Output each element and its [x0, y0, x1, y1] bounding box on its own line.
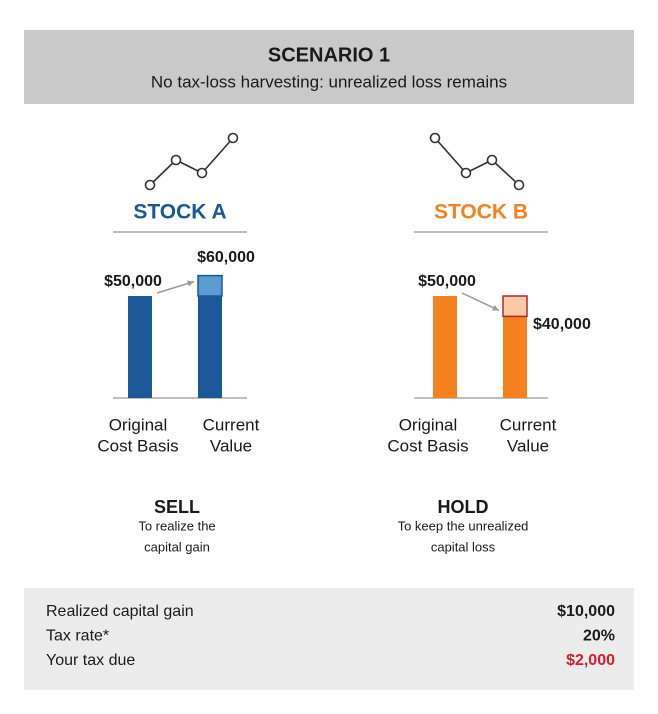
- summary-value: 20%: [583, 628, 615, 645]
- bar-label: Value: [507, 436, 549, 455]
- bar-label: Value: [210, 436, 252, 455]
- bar: [128, 296, 152, 398]
- summary-label: Tax rate*: [46, 628, 109, 645]
- arrow-head: [187, 280, 194, 287]
- stock-name: STOCK A: [133, 201, 226, 224]
- summary-value: $2,000: [566, 652, 615, 669]
- action: SELL: [154, 497, 200, 517]
- summary-value: $10,000: [557, 603, 615, 620]
- header-box: [24, 30, 634, 104]
- bar-label: Cost Basis: [387, 436, 468, 455]
- difference-box: [197, 274, 223, 297]
- bar-label: Original: [109, 415, 168, 434]
- bar-label: Original: [399, 415, 458, 434]
- bar-label: Current: [203, 415, 260, 434]
- action: HOLD: [438, 497, 489, 517]
- summary-box: [24, 588, 634, 690]
- arrow-head: [492, 304, 499, 311]
- bar-label: Current: [500, 415, 557, 434]
- sparkline-b: [429, 132, 525, 191]
- action-note: capital gain: [144, 539, 210, 554]
- difference-box: [502, 295, 528, 318]
- summary-label: Your tax due: [46, 652, 135, 669]
- arrow: [461, 292, 500, 312]
- action-note: To realize the: [138, 518, 215, 533]
- value-label: $40,000: [533, 316, 591, 333]
- bar-label: Cost Basis: [97, 436, 178, 455]
- subtitle: No tax-loss harvesting: unrealized loss …: [151, 72, 507, 91]
- action-note: To keep the unrealized: [398, 518, 529, 533]
- action-note: capital loss: [431, 539, 496, 554]
- bar: [433, 296, 457, 398]
- summary-label: Realized capital gain: [46, 603, 194, 620]
- value-label: $60,000: [197, 249, 255, 266]
- value-label: $50,000: [104, 273, 162, 290]
- stock-name: STOCK B: [434, 201, 528, 224]
- bar: [503, 316, 527, 398]
- arrow: [156, 280, 195, 294]
- title: SCENARIO 1: [268, 44, 390, 66]
- value-label: $50,000: [418, 273, 476, 290]
- sparkline-a: [144, 132, 239, 191]
- bar: [198, 296, 222, 398]
